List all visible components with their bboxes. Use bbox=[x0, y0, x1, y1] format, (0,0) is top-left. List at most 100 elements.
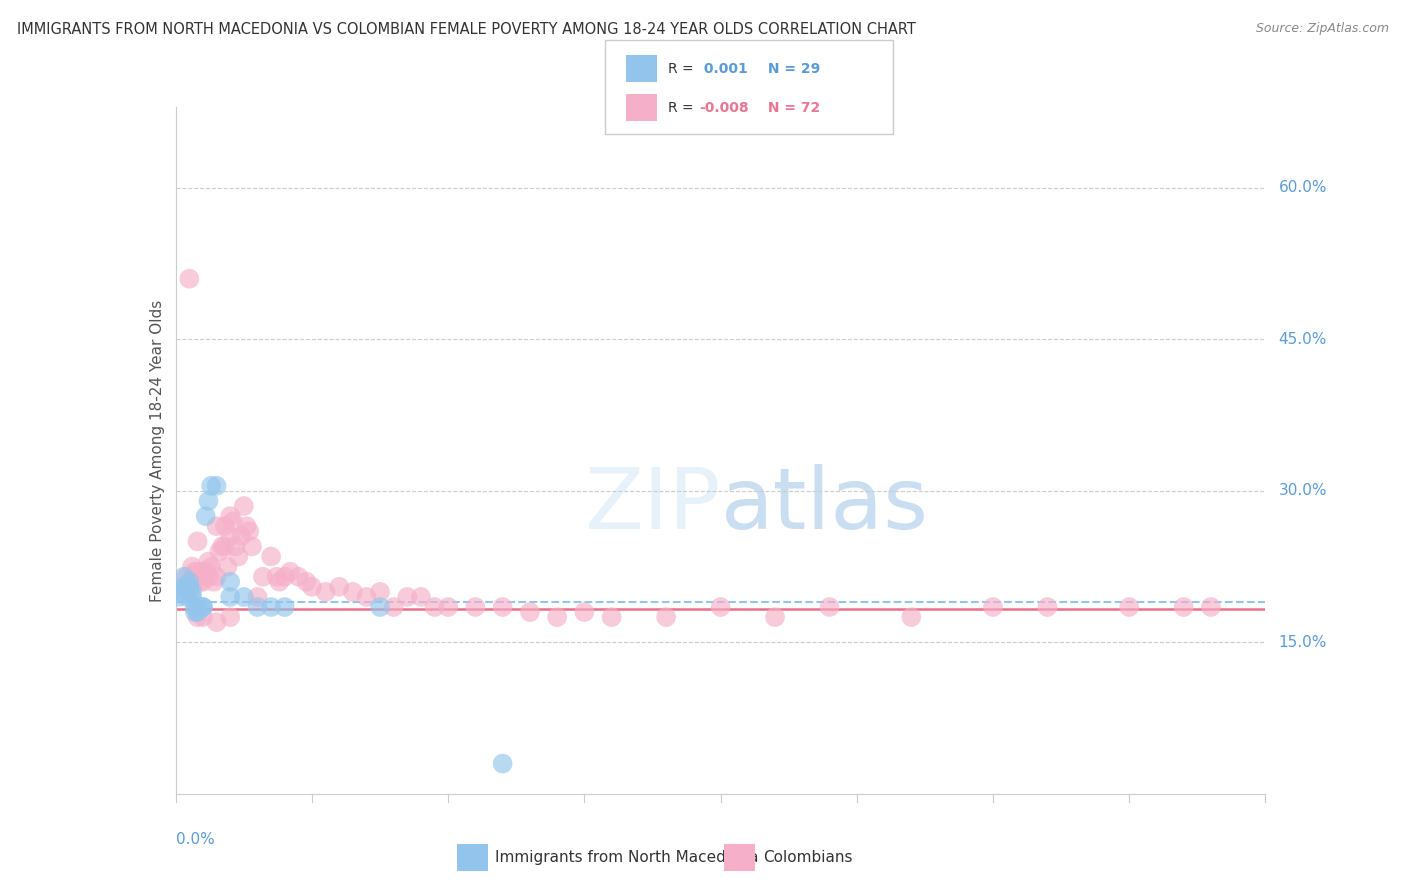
Point bbox=[301, 580, 323, 594]
Point bbox=[184, 605, 207, 619]
Point bbox=[191, 600, 214, 615]
Point bbox=[246, 590, 269, 604]
Point bbox=[219, 590, 242, 604]
Point bbox=[197, 555, 219, 569]
Text: N = 29: N = 29 bbox=[763, 62, 821, 76]
Point bbox=[519, 605, 541, 619]
Point bbox=[655, 610, 678, 624]
Point bbox=[208, 544, 231, 558]
Point bbox=[818, 600, 841, 615]
Point bbox=[240, 540, 263, 554]
Point bbox=[170, 585, 193, 599]
Point bbox=[202, 574, 225, 589]
Point bbox=[356, 590, 378, 604]
Point bbox=[574, 605, 596, 619]
Point bbox=[197, 570, 219, 584]
Point bbox=[191, 574, 214, 589]
Point bbox=[763, 610, 786, 624]
Point bbox=[266, 570, 288, 584]
Point bbox=[235, 519, 257, 533]
Point bbox=[219, 574, 242, 589]
Point bbox=[179, 580, 201, 594]
Point bbox=[315, 585, 337, 599]
Text: atlas: atlas bbox=[721, 464, 928, 547]
Point bbox=[546, 610, 568, 624]
Point bbox=[232, 499, 254, 513]
Point bbox=[274, 600, 297, 615]
Point bbox=[217, 559, 239, 574]
Point bbox=[176, 570, 198, 584]
Point bbox=[186, 565, 209, 579]
Point bbox=[225, 540, 247, 554]
Text: Colombians: Colombians bbox=[763, 850, 853, 864]
Point bbox=[464, 600, 486, 615]
Text: 30.0%: 30.0% bbox=[1278, 483, 1327, 499]
Point bbox=[181, 585, 204, 599]
Point bbox=[184, 565, 207, 579]
Point bbox=[176, 590, 198, 604]
Point bbox=[191, 565, 214, 579]
Text: IMMIGRANTS FROM NORTH MACEDONIA VS COLOMBIAN FEMALE POVERTY AMONG 18-24 YEAR OLD: IMMIGRANTS FROM NORTH MACEDONIA VS COLOM… bbox=[17, 22, 915, 37]
Point bbox=[181, 590, 204, 604]
Text: 0.0%: 0.0% bbox=[176, 831, 215, 847]
Point bbox=[710, 600, 733, 615]
Point bbox=[179, 271, 201, 285]
Point bbox=[186, 605, 209, 619]
Point bbox=[191, 600, 214, 615]
Point bbox=[222, 514, 245, 528]
Point bbox=[1199, 600, 1222, 615]
Point bbox=[368, 600, 391, 615]
Point bbox=[238, 524, 260, 539]
Point bbox=[214, 540, 236, 554]
Point bbox=[188, 600, 211, 615]
Point bbox=[409, 590, 432, 604]
Point bbox=[186, 610, 209, 624]
Point bbox=[368, 585, 391, 599]
Point bbox=[260, 600, 283, 615]
Point bbox=[186, 570, 209, 584]
Text: N = 72: N = 72 bbox=[763, 101, 821, 115]
Text: R =: R = bbox=[668, 101, 697, 115]
Point bbox=[492, 600, 515, 615]
Point bbox=[423, 600, 446, 615]
Point bbox=[260, 549, 283, 564]
Text: 45.0%: 45.0% bbox=[1278, 332, 1327, 347]
Point bbox=[228, 549, 250, 564]
Point bbox=[186, 534, 209, 549]
Point bbox=[600, 610, 623, 624]
Point bbox=[214, 519, 236, 533]
Point bbox=[278, 565, 301, 579]
Point bbox=[231, 529, 253, 543]
Point bbox=[191, 610, 214, 624]
Point bbox=[232, 590, 254, 604]
Point bbox=[179, 574, 201, 589]
Point bbox=[219, 529, 242, 543]
Point bbox=[194, 565, 217, 579]
Point bbox=[211, 540, 233, 554]
Point bbox=[197, 494, 219, 508]
Text: Immigrants from North Macedonia: Immigrants from North Macedonia bbox=[495, 850, 758, 864]
Point bbox=[194, 509, 217, 524]
Text: ZIP: ZIP bbox=[583, 464, 721, 547]
Point bbox=[274, 570, 297, 584]
Point bbox=[179, 585, 201, 599]
Point bbox=[900, 610, 922, 624]
Point bbox=[200, 559, 222, 574]
Point bbox=[1036, 600, 1059, 615]
Point bbox=[328, 580, 350, 594]
Point bbox=[200, 479, 222, 493]
Point bbox=[219, 610, 242, 624]
Point bbox=[184, 600, 207, 615]
Point bbox=[1173, 600, 1195, 615]
Point bbox=[219, 509, 242, 524]
Point bbox=[205, 615, 228, 630]
Y-axis label: Female Poverty Among 18-24 Year Olds: Female Poverty Among 18-24 Year Olds bbox=[149, 300, 165, 601]
Point bbox=[205, 519, 228, 533]
Point bbox=[437, 600, 460, 615]
Point bbox=[981, 600, 1004, 615]
Point bbox=[252, 570, 274, 584]
Point bbox=[269, 574, 291, 589]
Point bbox=[181, 559, 204, 574]
Text: 0.001: 0.001 bbox=[699, 62, 748, 76]
Point bbox=[176, 580, 198, 594]
